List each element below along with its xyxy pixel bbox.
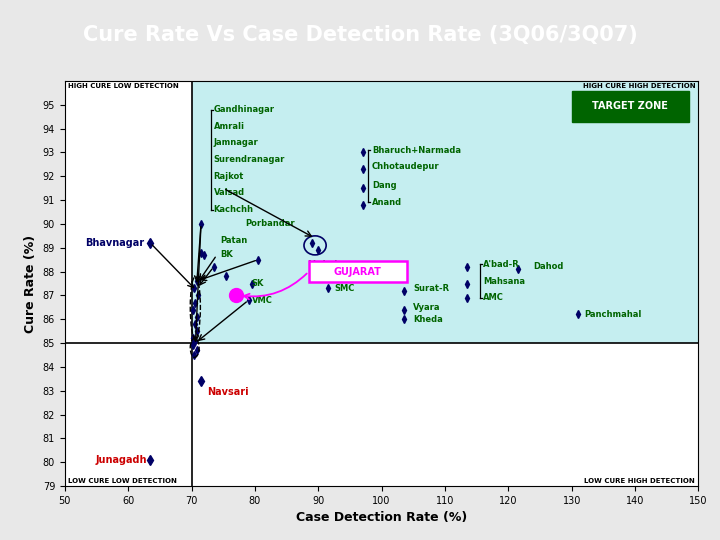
Text: Mahsana: Mahsana — [483, 276, 525, 286]
Text: LOW CURE HIGH DETECTION: LOW CURE HIGH DETECTION — [585, 477, 696, 484]
Text: Jamnagar: Jamnagar — [214, 138, 258, 147]
Text: Surendranagar: Surendranagar — [214, 155, 285, 164]
Text: Patan: Patan — [220, 236, 247, 245]
Text: HIGH CURE LOW DETECTION: HIGH CURE LOW DETECTION — [68, 83, 179, 90]
Text: LOW CURE LOW DETECTION: LOW CURE LOW DETECTION — [68, 477, 177, 484]
Bar — [572, 91, 689, 122]
Text: BK: BK — [220, 251, 233, 259]
Text: Dang: Dang — [372, 181, 397, 190]
Text: Amrali: Amrali — [214, 122, 245, 131]
Text: HIGH CURE HIGH DETECTION: HIGH CURE HIGH DETECTION — [582, 83, 696, 90]
Text: Rajkot: Rajkot — [214, 172, 244, 181]
Text: Cure Rate Vs Case Detection Rate (3Q06/3Q07): Cure Rate Vs Case Detection Rate (3Q06/3… — [83, 25, 637, 45]
Text: Gandhinagar: Gandhinagar — [214, 105, 275, 114]
Text: VMC: VMC — [252, 296, 273, 305]
Text: Vyara: Vyara — [413, 303, 441, 312]
Text: GUJARAT: GUJARAT — [334, 267, 382, 276]
Bar — [309, 261, 407, 282]
Text: SMC: SMC — [334, 284, 354, 293]
Text: Vadodara: Vadodara — [309, 260, 354, 269]
Text: Panchmahal: Panchmahal — [585, 310, 642, 319]
Text: Navsari: Navsari — [207, 387, 249, 397]
Text: Surat-R: Surat-R — [413, 284, 449, 293]
Text: Kachchh: Kachchh — [214, 205, 253, 214]
Bar — [192, 81, 698, 343]
Text: Chhotaudepur: Chhotaudepur — [372, 162, 440, 171]
Y-axis label: Cure Rate (%): Cure Rate (%) — [24, 234, 37, 333]
Text: A'bad-R: A'bad-R — [483, 260, 520, 269]
Text: SK: SK — [252, 279, 264, 288]
Text: Anand: Anand — [372, 198, 402, 207]
X-axis label: Case Detection Rate (%): Case Detection Rate (%) — [296, 511, 467, 524]
Text: Bharuch+Narmada: Bharuch+Narmada — [372, 146, 461, 154]
Text: AMC: AMC — [483, 293, 504, 302]
Text: Dahod: Dahod — [534, 262, 564, 271]
Text: Porbandar: Porbandar — [246, 219, 295, 228]
Text: Bhavnagar: Bhavnagar — [85, 238, 144, 248]
Text: Kheda: Kheda — [413, 315, 443, 324]
Text: Valsad: Valsad — [214, 188, 245, 198]
Text: Junagadh: Junagadh — [96, 455, 147, 465]
Text: TARGET ZONE: TARGET ZONE — [592, 101, 668, 111]
